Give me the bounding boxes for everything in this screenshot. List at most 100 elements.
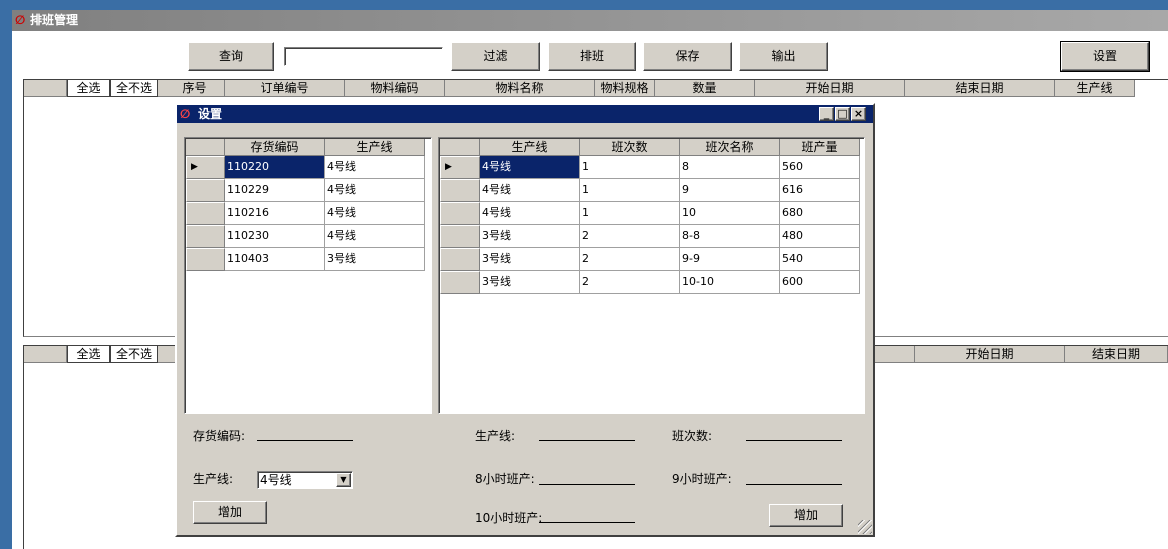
grid1-column-header: 开始日期 — [755, 80, 905, 97]
right-table-cell[interactable]: 9-9 — [680, 248, 780, 271]
right-table-row-header[interactable] — [440, 202, 480, 225]
right-table-row-header[interactable] — [440, 225, 480, 248]
left-table-cell[interactable]: 3号线 — [325, 248, 425, 271]
desktop-bar — [0, 0, 1168, 10]
left-table-row-header[interactable]: ▶ — [186, 156, 225, 179]
right-table-cell[interactable]: 1 — [580, 202, 680, 225]
resize-grip — [858, 520, 872, 534]
right-table-row-header[interactable]: ▶ — [440, 156, 480, 179]
right-table-cell[interactable]: 4号线 — [480, 179, 580, 202]
right-table-cell[interactable]: 4号线 — [480, 202, 580, 225]
grid1-column-header: 物料编码 — [345, 80, 445, 97]
settings-button[interactable]: 设置 — [1060, 41, 1150, 72]
left-table-cell[interactable]: 4号线 — [325, 225, 425, 248]
form-field[interactable] — [746, 428, 842, 441]
right-table-cell[interactable]: 8-8 — [680, 225, 780, 248]
right-table-row-header[interactable] — [440, 179, 480, 202]
dialog-window-button[interactable]: □ — [835, 107, 850, 121]
grid2-column-header: 开始日期 — [915, 346, 1065, 363]
right-table-cell[interactable]: 3号线 — [480, 225, 580, 248]
right-table-cell[interactable]: 3号线 — [480, 271, 580, 294]
toolbar-button[interactable]: 过滤 — [451, 42, 540, 71]
form-field[interactable] — [539, 428, 635, 441]
right-table-cell[interactable]: 560 — [780, 156, 860, 179]
grid1-corner — [24, 80, 67, 97]
grid1-column-header: 物料规格 — [595, 80, 655, 97]
add-button[interactable]: 增加 — [193, 501, 267, 524]
grid2-tab[interactable]: 全选 — [67, 346, 110, 363]
left-table-row-header[interactable] — [186, 202, 225, 225]
right-table-cell[interactable]: 1 — [580, 179, 680, 202]
grid2-corner — [24, 346, 67, 363]
window-title: 排班管理 — [30, 13, 79, 27]
form-field[interactable] — [539, 510, 635, 523]
form-label: 班次数: — [672, 429, 713, 443]
left-table-row-header[interactable] — [186, 179, 225, 202]
form-label: 9小时班产: — [672, 472, 732, 486]
dialog-window-button[interactable]: × — [851, 107, 866, 121]
right-table-row-header[interactable] — [440, 271, 480, 294]
right-table-cell[interactable]: 2 — [580, 225, 680, 248]
right-table-cell[interactable]: 9 — [680, 179, 780, 202]
form-field[interactable] — [539, 472, 635, 485]
left-table-cell[interactable]: 4号线 — [325, 156, 425, 179]
add-button[interactable]: 增加 — [769, 504, 843, 527]
right-table-column-header: 班产量 — [780, 139, 860, 156]
left-table-cell[interactable]: 110229 — [225, 179, 325, 202]
form-label: 生产线: — [193, 472, 234, 486]
form-field[interactable] — [257, 428, 353, 441]
right-table-corner — [440, 139, 480, 156]
grid1-column-header: 订单编号 — [225, 80, 345, 97]
left-table-cell[interactable]: 110403 — [225, 248, 325, 271]
right-table-cell[interactable]: 480 — [780, 225, 860, 248]
form-field[interactable] — [746, 472, 842, 485]
right-table-cell[interactable]: 4号线 — [480, 156, 580, 179]
right-table-cell[interactable]: 616 — [780, 179, 860, 202]
right-table-cell[interactable]: 1 — [580, 156, 680, 179]
grid1-column-header: 生产线 — [1055, 80, 1135, 97]
right-table-cell[interactable]: 2 — [580, 248, 680, 271]
toolbar-button[interactable]: 排班 — [548, 42, 636, 71]
left-table-cell[interactable]: 110230 — [225, 225, 325, 248]
line-select[interactable]: 4号线 — [257, 471, 353, 489]
title-icon: ∅ — [15, 13, 26, 27]
select-arrow[interactable]: ▼ — [336, 473, 351, 487]
right-table-cell[interactable]: 3号线 — [480, 248, 580, 271]
dialog-window-button[interactable]: _ — [819, 107, 834, 121]
left-table-row-header[interactable] — [186, 248, 225, 271]
right-table-cell[interactable]: 680 — [780, 202, 860, 225]
right-table-column-header: 生产线 — [480, 139, 580, 156]
grid1-tab[interactable]: 全不选 — [110, 80, 158, 97]
form-label: 10小时班产: — [475, 511, 543, 525]
toolbar-button[interactable]: 输出 — [739, 42, 828, 71]
left-table-cell[interactable]: 4号线 — [325, 179, 425, 202]
grid2-tab[interactable]: 全不选 — [110, 346, 158, 363]
right-table-cell[interactable]: 540 — [780, 248, 860, 271]
left-table-column-header: 存货编码 — [225, 139, 325, 156]
grid1-gap — [158, 80, 165, 97]
right-table-cell[interactable]: 600 — [780, 271, 860, 294]
right-table-cell[interactable]: 10 — [680, 202, 780, 225]
grid1-column-header: 结束日期 — [905, 80, 1055, 97]
left-table-row-header[interactable] — [186, 225, 225, 248]
right-table-column-header: 班次名称 — [680, 139, 780, 156]
left-table-corner — [186, 139, 225, 156]
grid2-column-header: 结束日期 — [1065, 346, 1168, 363]
grid1-column-header: 序号 — [165, 80, 225, 97]
right-table-column-header: 班次数 — [580, 139, 680, 156]
form-label: 生产线: — [475, 429, 516, 443]
toolbar-button[interactable]: 保存 — [643, 42, 732, 71]
toolbar-button[interactable]: 查询 — [188, 42, 274, 71]
left-table-cell[interactable]: 4号线 — [325, 202, 425, 225]
right-table-row-header[interactable] — [440, 248, 480, 271]
right-table-cell[interactable]: 10-10 — [680, 271, 780, 294]
right-table-cell[interactable]: 2 — [580, 271, 680, 294]
left-table-cell[interactable]: 110216 — [225, 202, 325, 225]
form-label: 存货编码: — [193, 429, 246, 443]
desktop-strip — [0, 0, 12, 549]
search-input[interactable] — [284, 47, 443, 66]
title-bar — [12, 10, 1168, 31]
left-table-cell[interactable]: 110220 — [225, 156, 325, 179]
right-table-cell[interactable]: 8 — [680, 156, 780, 179]
grid1-tab[interactable]: 全选 — [67, 80, 110, 97]
